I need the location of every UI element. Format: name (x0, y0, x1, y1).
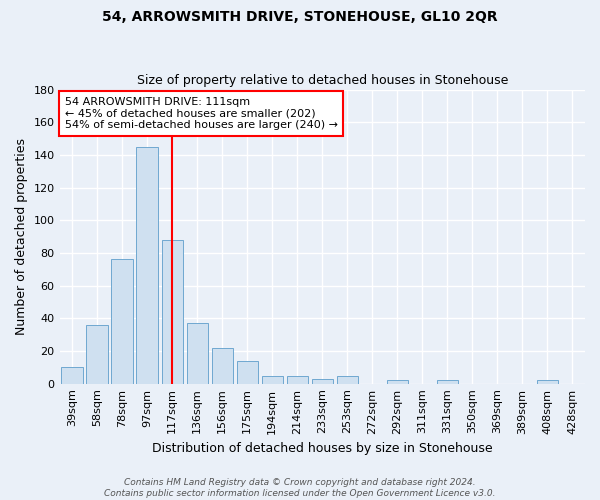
Bar (61, 368, 83, 384)
Bar (537, 380, 558, 384)
Bar (337, 376, 358, 384)
Bar (187, 323, 208, 384)
Bar (236, 361, 258, 384)
Bar (311, 379, 333, 384)
Bar (212, 348, 233, 384)
Bar (387, 380, 408, 384)
Bar (437, 380, 458, 384)
Text: 54 ARROWSMITH DRIVE: 111sqm
← 45% of detached houses are smaller (202)
54% of se: 54 ARROWSMITH DRIVE: 111sqm ← 45% of det… (65, 97, 338, 130)
Bar (287, 376, 308, 384)
Bar (262, 376, 283, 384)
Bar (112, 260, 133, 384)
Text: 54, ARROWSMITH DRIVE, STONEHOUSE, GL10 2QR: 54, ARROWSMITH DRIVE, STONEHOUSE, GL10 2… (102, 10, 498, 24)
Bar (86, 325, 108, 384)
Bar (161, 240, 183, 384)
Text: Contains HM Land Registry data © Crown copyright and database right 2024.
Contai: Contains HM Land Registry data © Crown c… (104, 478, 496, 498)
Title: Size of property relative to detached houses in Stonehouse: Size of property relative to detached ho… (137, 74, 508, 87)
Bar (136, 146, 158, 384)
X-axis label: Distribution of detached houses by size in Stonehouse: Distribution of detached houses by size … (152, 442, 493, 455)
Y-axis label: Number of detached properties: Number of detached properties (15, 138, 28, 335)
